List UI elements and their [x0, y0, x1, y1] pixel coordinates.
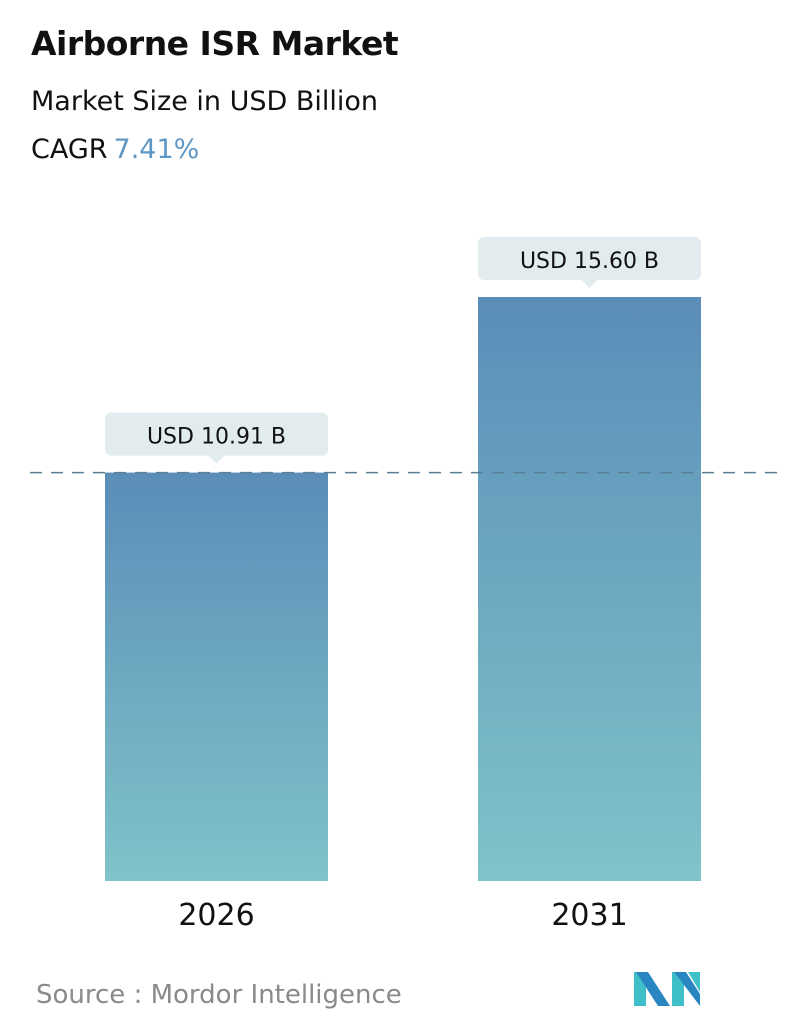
- source-text: Source : Mordor Intelligence: [36, 980, 402, 1010]
- data-label: USD 15.60 B: [520, 249, 659, 274]
- mordor-intelligence-logo-icon: [634, 972, 700, 1006]
- data-label: USD 10.91 B: [147, 425, 286, 450]
- cagr-label: CAGR: [31, 134, 108, 165]
- data-label-bubble: [105, 412, 328, 456]
- x-tick-label: 2026: [178, 898, 254, 933]
- x-tick-label: 2031: [551, 898, 627, 933]
- data-label-pointer: [208, 455, 225, 464]
- bar-2031: [478, 297, 701, 881]
- cagr: CAGR 7.41%: [31, 134, 199, 165]
- chart-subtitle: Market Size in USD Billion: [31, 86, 379, 117]
- data-label-pointer: [581, 280, 598, 288]
- cagr-value: 7.41%: [113, 134, 200, 165]
- bar-2026: [105, 472, 328, 881]
- data-label-bubble: [478, 237, 701, 280]
- chart-title: Airborne ISR Market: [31, 24, 399, 63]
